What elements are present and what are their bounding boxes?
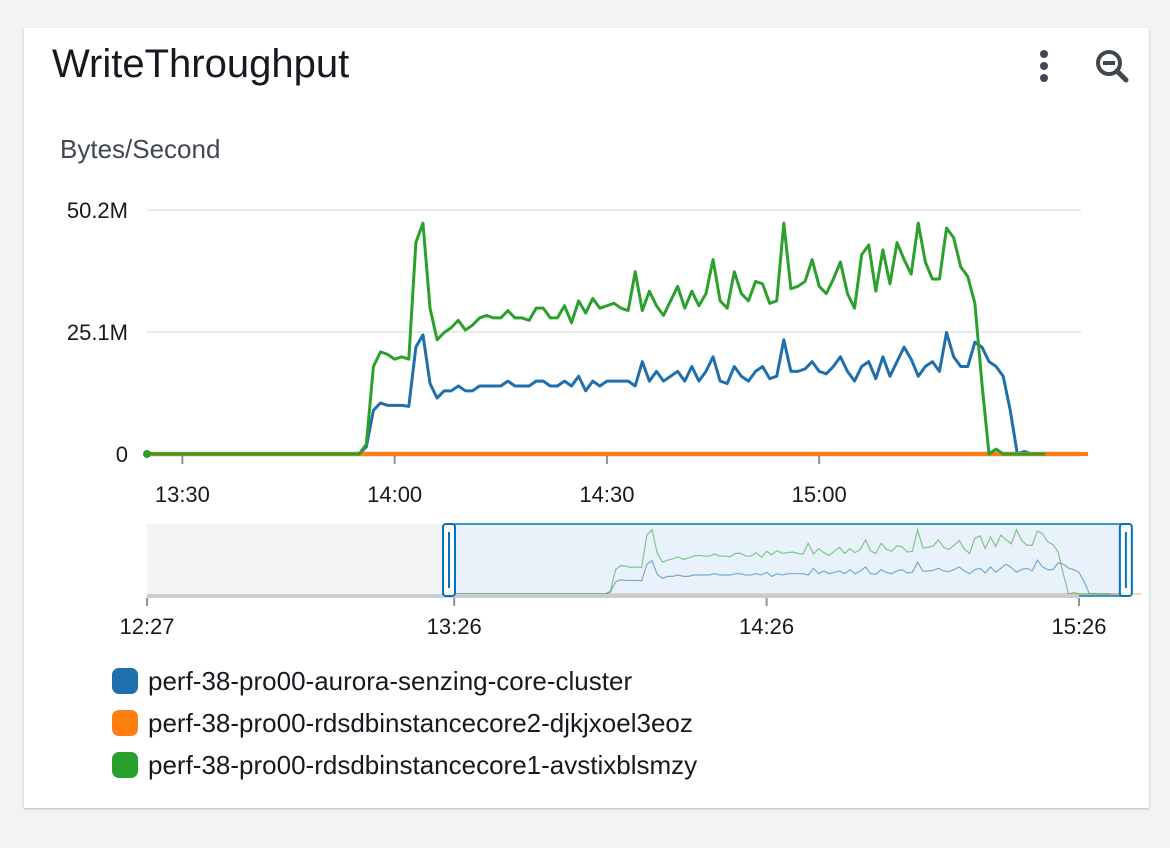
navigator-tick-label: 12:27 bbox=[119, 614, 174, 639]
y-axis-ticks: 0 25.1M 50.2M bbox=[67, 198, 128, 467]
widget-card: WriteThroughput Bytes/Second 0 25.1M 50.2M… bbox=[24, 28, 1149, 808]
x-tick-label: 14:00 bbox=[367, 482, 422, 507]
series-line-1 bbox=[147, 330, 1074, 456]
series-line-3 bbox=[146, 221, 1046, 456]
legend-swatch bbox=[112, 710, 138, 736]
legend-swatch bbox=[112, 668, 138, 694]
navigator-left-handle[interactable] bbox=[441, 523, 456, 597]
x-tick-label: 15:00 bbox=[792, 482, 847, 507]
legend-item-core1[interactable]: perf-38-pro00-rdsdbinstancecore1-avstixb… bbox=[112, 744, 697, 786]
series-layer bbox=[143, 221, 1089, 458]
series-start-marker bbox=[143, 450, 151, 458]
legend-label: perf-38-pro00-rdsdbinstancecore1-avstixb… bbox=[148, 749, 698, 780]
navigator-selection[interactable] bbox=[448, 523, 1127, 597]
zoom-out-icon bbox=[1096, 50, 1129, 83]
time-range-navigator: 12:27 13:26 14:26 15:26 bbox=[119, 523, 1142, 639]
legend-item-cluster[interactable]: perf-38-pro00-aurora-senzing-core-cluste… bbox=[112, 660, 697, 702]
widget-actions-button[interactable] bbox=[1024, 46, 1064, 86]
zoom-out-button[interactable] bbox=[1092, 46, 1132, 86]
legend-label: perf-38-pro00-rdsdbinstancecore2-djkjxoe… bbox=[148, 707, 693, 738]
x-tick-label: 14:30 bbox=[579, 482, 634, 507]
navigator-tick-label: 14:26 bbox=[739, 614, 794, 639]
navigator-tick-label: 15:26 bbox=[1051, 614, 1106, 639]
vertical-ellipsis-icon bbox=[1040, 50, 1048, 82]
widget-title: WriteThroughput bbox=[52, 42, 350, 86]
y-tick-label: 0 bbox=[116, 442, 128, 467]
navigator-tick-label: 13:26 bbox=[427, 614, 482, 639]
legend-item-core2[interactable]: perf-38-pro00-rdsdbinstancecore2-djkjxoe… bbox=[112, 702, 697, 744]
navigator-right-handle[interactable] bbox=[1118, 523, 1133, 597]
x-tick-label: 13:30 bbox=[155, 482, 210, 507]
y-axis-unit-label: Bytes/Second bbox=[60, 134, 221, 164]
y-tick-label: 25.1M bbox=[67, 320, 128, 345]
grid-layer bbox=[147, 209, 1081, 333]
y-tick-label: 50.2M bbox=[67, 198, 128, 223]
legend-label: perf-38-pro00-aurora-senzing-core-cluste… bbox=[148, 665, 633, 696]
x-axis: 13:30 14:00 14:30 15:00 bbox=[147, 451, 1081, 507]
legend-swatch bbox=[112, 752, 138, 778]
chart-legend: perf-38-pro00-aurora-senzing-core-cluste… bbox=[112, 660, 697, 786]
